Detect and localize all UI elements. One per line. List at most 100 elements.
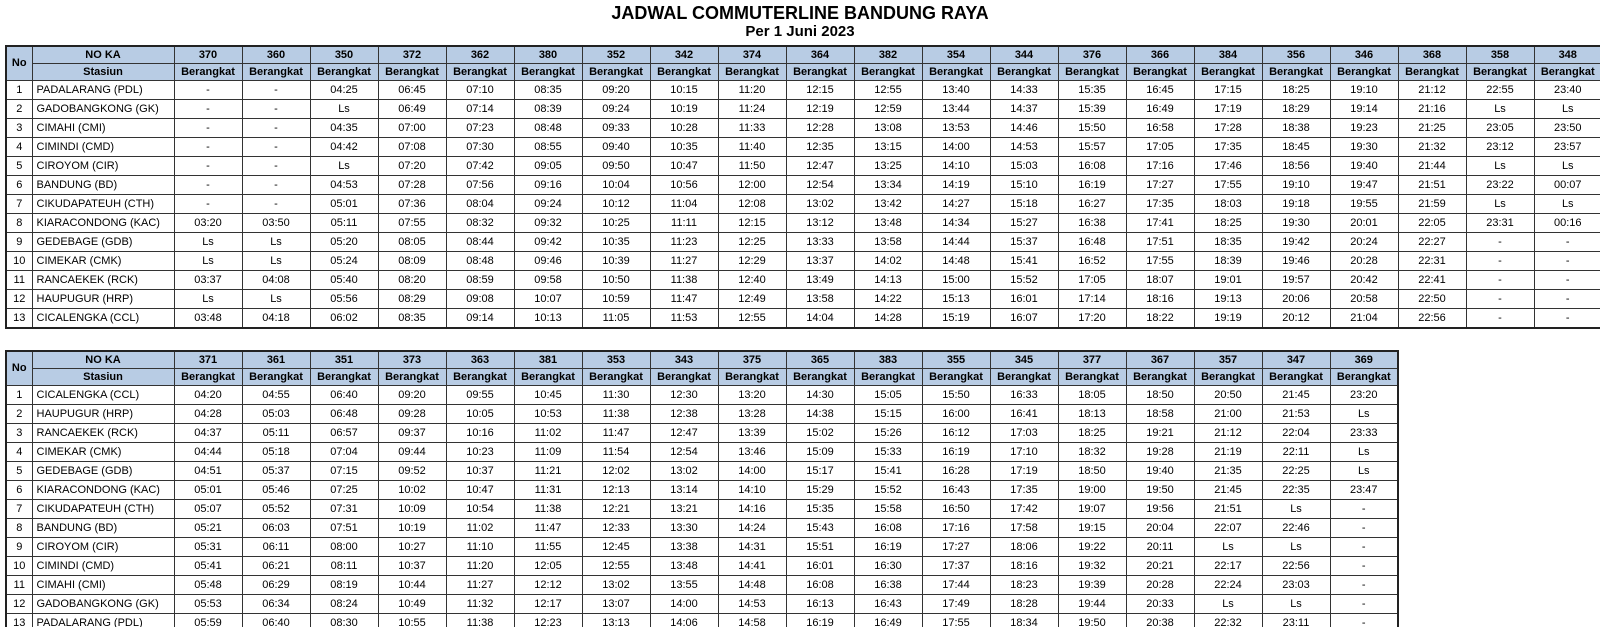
departure-time-cell: 19:57 [1261, 270, 1331, 290]
departure-time-cell: 14:48 [717, 575, 787, 595]
departure-time-cell: 17:19 [1193, 99, 1263, 119]
departure-time-cell: 18:25 [1057, 423, 1127, 443]
departure-time-cell: 04:51 [173, 461, 243, 481]
departure-time-cell: 13:21 [649, 499, 719, 519]
departure-time-cell: 20:28 [1329, 251, 1399, 271]
departure-time-cell: 10:07 [513, 289, 583, 309]
departure-time-cell: 12:55 [853, 80, 923, 100]
departure-time-cell: 13:02 [649, 461, 719, 481]
departure-time-cell: 21:32 [1397, 137, 1467, 157]
departure-time-cell: 03:48 [173, 308, 243, 329]
station-name-cell: CICALENGKA (CCL) [31, 385, 175, 405]
station-row: 9 GEDEBAGE (GDB) Ls Ls 05:20 08:05 08:44 09:42 1… [5, 232, 1600, 252]
row-number-cell: 11 [5, 575, 33, 595]
departure-time-cell: 12:15 [717, 213, 787, 233]
departure-time-cell: 05:37 [241, 461, 311, 481]
departure-time-cell: 21:12 [1397, 80, 1467, 100]
departure-time-cell: 19:19 [1193, 308, 1263, 329]
departure-time-cell: Ls [1261, 594, 1331, 614]
departure-time-cell: 16:41 [989, 404, 1059, 424]
departure-time-cell: 14:27 [921, 194, 991, 214]
departure-time-cell: 04:42 [309, 137, 379, 157]
departure-time-cell: 10:59 [581, 289, 651, 309]
berangkat-header: Berangkat [921, 63, 991, 81]
departure-time-cell: 21:35 [1193, 461, 1263, 481]
row-number-cell: 1 [5, 80, 33, 100]
train-number-header: 371 [173, 350, 243, 369]
departure-time-cell: 20:04 [1125, 518, 1195, 538]
departure-time-cell: 13:39 [717, 423, 787, 443]
departure-time-cell: 15:15 [853, 404, 923, 424]
departure-time-cell: 08:35 [513, 80, 583, 100]
departure-time-cell: 10:35 [649, 137, 719, 157]
departure-time-cell: - [1533, 251, 1600, 271]
stasiun-header: Stasiun [31, 63, 175, 81]
departure-time-cell: 21:44 [1397, 156, 1467, 176]
departure-time-cell: 07:56 [445, 175, 515, 195]
departure-time-cell: 19:50 [1125, 480, 1195, 500]
departure-time-cell: 16:49 [853, 613, 923, 627]
departure-time-cell: - [173, 80, 243, 100]
departure-time-cell: 19:42 [1261, 232, 1331, 252]
departure-time-cell: 16:01 [785, 556, 855, 576]
departure-time-cell: - [241, 194, 311, 214]
departure-time-cell: 16:08 [1057, 156, 1127, 176]
departure-time-cell: 14:31 [717, 537, 787, 557]
departure-time-cell: 22:46 [1261, 518, 1331, 538]
train-number-header: 375 [717, 350, 787, 369]
departure-time-cell: 09:37 [377, 423, 447, 443]
departure-time-cell: 09:50 [581, 156, 651, 176]
station-name-cell: CIMAHI (CMI) [31, 575, 175, 595]
berangkat-header: Berangkat [1057, 368, 1127, 386]
station-row: 6 BANDUNG (BD) - -04:53 07:28 07:56 09:16 10:04… [5, 175, 1600, 195]
departure-time-cell: 11:20 [717, 80, 787, 100]
departure-time-cell: 07:15 [309, 461, 379, 481]
departure-time-cell: 11:33 [717, 118, 787, 138]
header-row-train-numbers: No NO KA 370 360 350 372 362 380 352 342 374 364 382… [5, 45, 1600, 81]
departure-time-cell: 17:49 [921, 594, 991, 614]
station-row: 3 CIMAHI (CMI) - -04:35 07:00 07:23 08:48 09:33… [5, 118, 1600, 138]
departure-time-cell: 15:05 [853, 385, 923, 405]
departure-time-cell: 17:35 [1125, 194, 1195, 214]
departure-time-cell: 08:09 [377, 251, 447, 271]
departure-time-cell: 05:20 [309, 232, 379, 252]
departure-time-cell: 19:07 [1057, 499, 1127, 519]
departure-time-cell: 10:19 [377, 518, 447, 538]
departure-time-cell: 07:10 [445, 80, 515, 100]
departure-time-cell: 04:55 [241, 385, 311, 405]
departure-time-cell: 11:27 [649, 251, 719, 271]
station-name-cell: GEDEBAGE (GDB) [31, 232, 175, 252]
departure-time-cell: - [1329, 575, 1399, 595]
train-number-header: 350 [309, 45, 379, 64]
row-number-cell: 12 [5, 289, 33, 309]
station-name-cell: GEDEBAGE (GDB) [31, 461, 175, 481]
departure-time-cell: 04:20 [173, 385, 243, 405]
departure-time-cell: 14:10 [921, 156, 991, 176]
departure-time-cell: 05:52 [241, 499, 311, 519]
departure-time-cell: 14:00 [921, 137, 991, 157]
departure-time-cell: 06:45 [377, 80, 447, 100]
departure-time-cell: 12:45 [581, 537, 651, 557]
departure-time-cell: 17:15 [1193, 80, 1263, 100]
departure-time-cell: 22:27 [1397, 232, 1467, 252]
departure-time-cell: 05:11 [309, 213, 379, 233]
departure-time-cell: 16:13 [785, 594, 855, 614]
departure-time-cell: - [241, 118, 311, 138]
departure-time-cell: 08:05 [377, 232, 447, 252]
departure-time-cell: 11:47 [581, 423, 651, 443]
departure-time-cell: 15:00 [921, 270, 991, 290]
departure-time-cell: 06:57 [309, 423, 379, 443]
departure-time-cell: 18:50 [1125, 385, 1195, 405]
departure-time-cell: 19:47 [1329, 175, 1399, 195]
departure-time-cell: 08:39 [513, 99, 583, 119]
departure-time-cell: 16:08 [853, 518, 923, 538]
station-row: 9 CIROYOM (CIR) 05:31 06:11 08:00 10:27 11:10 1… [5, 537, 1399, 557]
departure-time-cell: 12:29 [717, 251, 787, 271]
departure-time-cell: 07:42 [445, 156, 515, 176]
departure-time-cell: 11:32 [445, 594, 515, 614]
departure-time-cell: 14:58 [717, 613, 787, 627]
departure-time-cell: 11:38 [649, 270, 719, 290]
train-number-header: 368 [1397, 45, 1467, 64]
departure-time-cell: 05:21 [173, 518, 243, 538]
departure-time-cell: 08:44 [445, 232, 515, 252]
